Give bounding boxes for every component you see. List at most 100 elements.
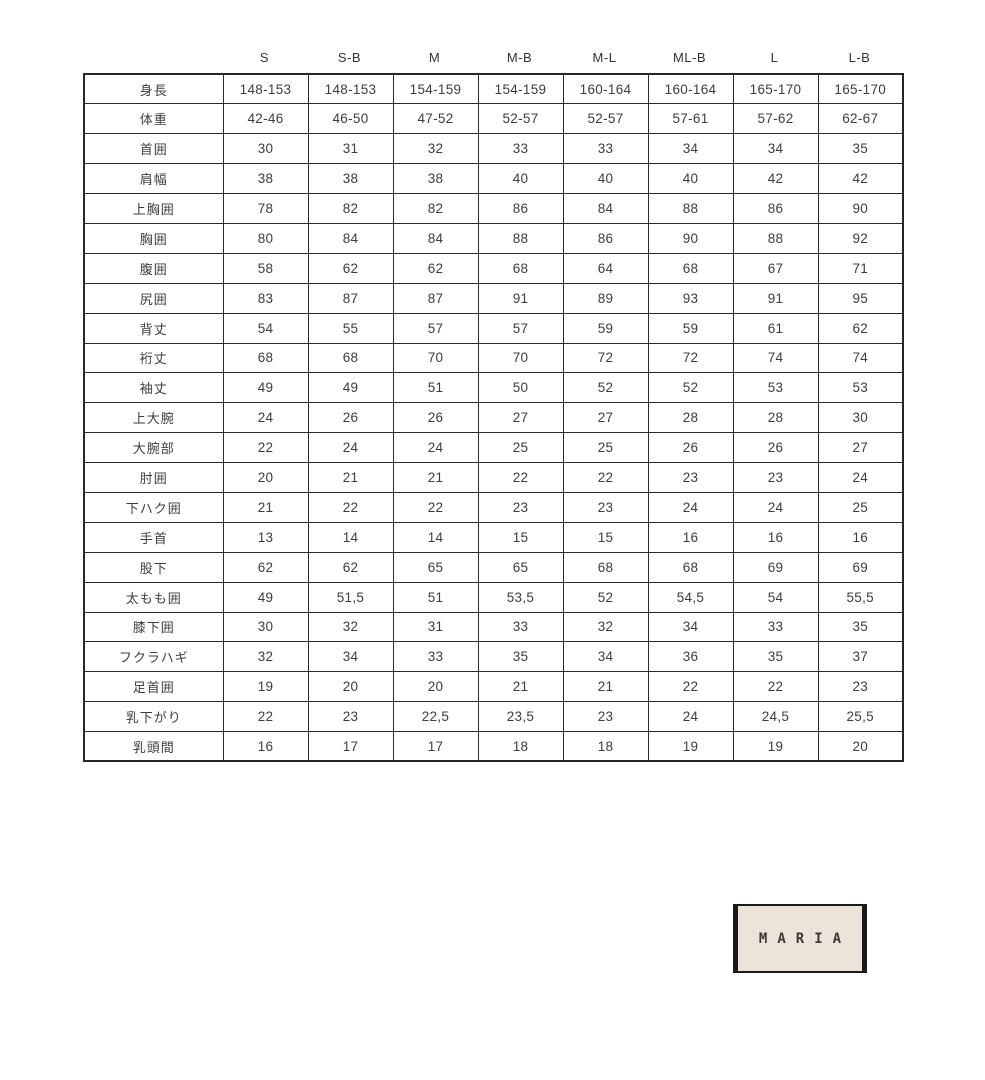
value-cell: 42 xyxy=(732,163,819,195)
value-cell: 23 xyxy=(562,701,649,733)
value-cell: 91 xyxy=(732,282,819,314)
table-row: フクラハギ 32 34 33 35 34 36 35 37 xyxy=(83,641,904,673)
value-cell: 52-57 xyxy=(477,103,564,135)
value-cell: 34 xyxy=(732,133,819,165)
value-cell: 57-62 xyxy=(732,103,819,135)
value-cell: 19 xyxy=(732,731,819,762)
value-cell: 68 xyxy=(307,342,394,374)
value-cell: 69 xyxy=(817,551,904,583)
value-cell: 16 xyxy=(647,521,734,553)
table-row: 肩幅 38 38 38 40 40 40 42 42 xyxy=(83,163,904,195)
value-cell: 71 xyxy=(817,252,904,284)
value-cell: 57-61 xyxy=(647,103,734,135)
value-cell: 40 xyxy=(477,163,564,195)
value-cell: 74 xyxy=(732,342,819,374)
value-cell: 90 xyxy=(647,222,734,254)
value-cell: 15 xyxy=(477,521,564,553)
value-cell: 160-164 xyxy=(647,73,734,105)
value-cell: 95 xyxy=(817,282,904,314)
value-cell: 53 xyxy=(732,372,819,404)
value-cell: 70 xyxy=(477,342,564,374)
value-cell: 78 xyxy=(222,193,309,224)
row-label: 肩幅 xyxy=(83,163,224,195)
value-cell: 42 xyxy=(817,163,904,195)
value-cell: 86 xyxy=(732,193,819,224)
table-row: 袖丈 49 49 51 50 52 52 53 53 xyxy=(83,372,904,404)
size-chart-tbody: 身長 148-153 148-153 154-159 154-159 160-164 160… xyxy=(83,73,904,762)
row-label: 足首囲 xyxy=(83,671,224,703)
value-cell: 22 xyxy=(477,462,564,493)
value-cell: 23 xyxy=(817,671,904,703)
value-cell: 83 xyxy=(222,282,309,314)
value-cell: 24 xyxy=(732,491,819,523)
column-header: L-B xyxy=(848,49,871,65)
value-cell: 16 xyxy=(222,731,309,762)
value-cell: 34 xyxy=(647,133,734,165)
row-label: 乳頭間 xyxy=(83,731,224,762)
value-cell: 74 xyxy=(817,342,904,374)
column-header-row: S S-B M M-B M-L ML-B L L-B xyxy=(83,45,902,69)
value-cell: 54 xyxy=(732,581,819,613)
value-cell: 20 xyxy=(392,671,479,703)
row-label: 大腕部 xyxy=(83,432,224,464)
value-cell: 22 xyxy=(307,491,394,523)
value-cell: 21 xyxy=(222,491,309,523)
table-row: 上大腕 24 26 26 27 27 28 28 30 xyxy=(83,402,904,434)
value-cell: 19 xyxy=(222,671,309,703)
value-cell: 92 xyxy=(817,222,904,254)
value-cell: 84 xyxy=(562,193,649,224)
row-label: 膝下囲 xyxy=(83,611,224,643)
value-cell: 68 xyxy=(647,252,734,284)
value-cell: 26 xyxy=(647,432,734,464)
value-cell: 154-159 xyxy=(392,73,479,105)
value-cell: 160-164 xyxy=(562,73,649,105)
table-row: 首囲 30 31 32 33 33 34 34 35 xyxy=(83,133,904,165)
value-cell: 33 xyxy=(477,133,564,165)
size-chart-table: 身長 148-153 148-153 154-159 154-159 160-164 160… xyxy=(83,73,904,763)
value-cell: 68 xyxy=(647,551,734,583)
value-cell: 40 xyxy=(562,163,649,195)
value-cell: 62 xyxy=(307,252,394,284)
value-cell: 70 xyxy=(392,342,479,374)
value-cell: 65 xyxy=(392,551,479,583)
value-cell: 27 xyxy=(817,432,904,464)
value-cell: 18 xyxy=(477,731,564,762)
value-cell: 68 xyxy=(477,252,564,284)
table-row: 手首 13 14 14 15 15 16 16 16 xyxy=(83,521,904,553)
value-cell: 28 xyxy=(732,402,819,434)
row-label: 体重 xyxy=(83,103,224,135)
value-cell: 59 xyxy=(647,312,734,344)
value-cell: 22 xyxy=(647,671,734,703)
value-cell: 24 xyxy=(392,432,479,464)
row-label: 身長 xyxy=(83,73,224,105)
value-cell: 88 xyxy=(732,222,819,254)
column-header: S-B xyxy=(337,49,362,65)
value-cell: 42-46 xyxy=(222,103,309,135)
value-cell: 34 xyxy=(647,611,734,643)
value-cell: 24 xyxy=(647,701,734,733)
value-cell: 21 xyxy=(562,671,649,703)
value-cell: 24,5 xyxy=(732,701,819,733)
value-cell: 14 xyxy=(392,521,479,553)
table-row: 体重 42-46 46-50 47-52 52-57 52-57 57-61 57-62 62-… xyxy=(83,103,904,135)
value-cell: 22 xyxy=(562,462,649,493)
value-cell: 49 xyxy=(307,372,394,404)
value-cell: 20 xyxy=(307,671,394,703)
row-label: 袖丈 xyxy=(83,372,224,404)
table-row: 下ハク囲 21 22 22 23 23 24 24 25 xyxy=(83,491,904,523)
value-cell: 35 xyxy=(817,611,904,643)
value-cell: 24 xyxy=(222,402,309,434)
value-cell: 51 xyxy=(392,581,479,613)
value-cell: 22,5 xyxy=(392,701,479,733)
value-cell: 22 xyxy=(392,491,479,523)
value-cell: 23 xyxy=(562,491,649,523)
value-cell: 33 xyxy=(562,133,649,165)
value-cell: 52 xyxy=(647,372,734,404)
column-header: M xyxy=(428,49,441,65)
value-cell: 23 xyxy=(477,491,564,523)
value-cell: 32 xyxy=(307,611,394,643)
value-cell: 21 xyxy=(477,671,564,703)
row-label: 股下 xyxy=(83,551,224,583)
value-cell: 59 xyxy=(562,312,649,344)
